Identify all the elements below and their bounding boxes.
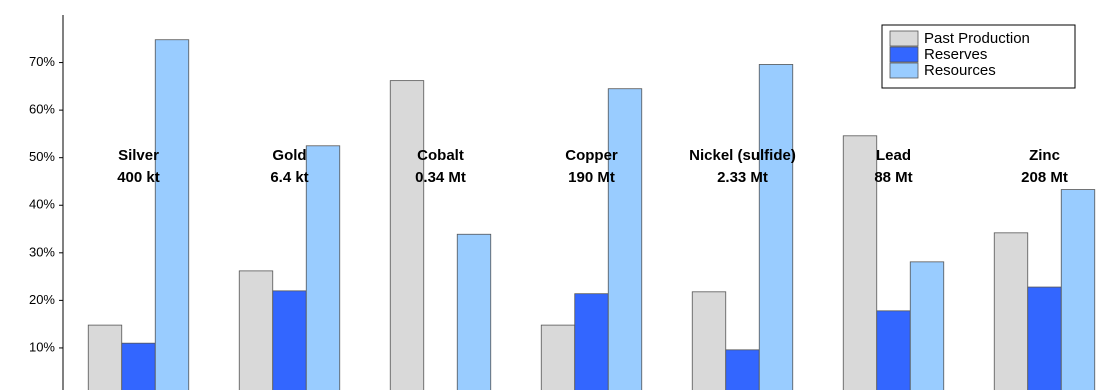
bar: [876, 310, 911, 390]
bar: [540, 324, 576, 390]
bar: [758, 64, 794, 390]
y-tick-label: 30%: [29, 244, 55, 259]
bar: [154, 39, 190, 390]
legend-swatch: [889, 62, 919, 79]
amount-label: 88 Mt: [874, 169, 912, 186]
y-tick-label: 40%: [29, 197, 55, 212]
y-tick-label: 60%: [29, 102, 55, 117]
bar: [238, 270, 274, 390]
y-tick-label: 10%: [29, 339, 55, 354]
bar: [993, 232, 1029, 390]
bar: [389, 80, 425, 390]
y-tick-label: 20%: [29, 292, 55, 307]
amount-label: 190 Mt: [568, 169, 615, 186]
legend-label: Reserves: [924, 46, 987, 63]
category-label: Nickel (sulfide): [689, 147, 796, 164]
bar: [305, 145, 341, 390]
amount-label: 2.33 Mt: [717, 169, 768, 186]
bar: [842, 135, 878, 390]
category-label: Cobalt: [417, 147, 464, 164]
category-label: Gold: [272, 147, 306, 164]
bar: [691, 291, 727, 390]
category-label: Silver: [118, 147, 159, 164]
category-label: Lead: [876, 147, 911, 164]
category-label: Copper: [565, 147, 618, 164]
legend-swatch: [889, 30, 919, 47]
bar: [272, 290, 307, 390]
y-tick-label: 50%: [29, 149, 55, 164]
bar: [607, 88, 643, 390]
amount-label: 0.34 Mt: [415, 169, 466, 186]
amount-label: 400 kt: [117, 169, 160, 186]
legend-label: Past Production: [924, 30, 1030, 47]
bar: [725, 349, 760, 390]
bar: [456, 233, 492, 390]
bar: [121, 342, 156, 390]
bar: [574, 293, 609, 390]
legend-label: Resources: [924, 62, 996, 79]
amount-label: 208 Mt: [1021, 169, 1068, 186]
bar: [1060, 189, 1096, 390]
y-tick-label: 70%: [29, 54, 55, 69]
bar: [1027, 286, 1062, 390]
bar: [87, 324, 123, 390]
category-label: Zinc: [1029, 147, 1060, 164]
amount-label: 6.4 kt: [270, 169, 308, 186]
bar: [909, 261, 945, 390]
legend-swatch: [889, 46, 919, 63]
